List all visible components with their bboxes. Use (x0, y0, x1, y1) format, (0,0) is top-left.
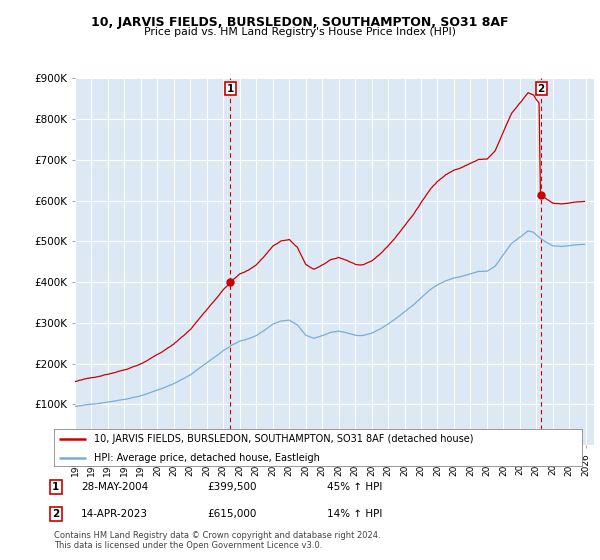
Text: 10, JARVIS FIELDS, BURSLEDON, SOUTHAMPTON, SO31 8AF: 10, JARVIS FIELDS, BURSLEDON, SOUTHAMPTO… (91, 16, 509, 29)
Text: 28-MAY-2004: 28-MAY-2004 (81, 482, 148, 492)
Text: 1: 1 (226, 83, 234, 94)
Text: 14-APR-2023: 14-APR-2023 (81, 509, 148, 519)
Text: 2: 2 (538, 83, 545, 94)
Text: 10, JARVIS FIELDS, BURSLEDON, SOUTHAMPTON, SO31 8AF (detached house): 10, JARVIS FIELDS, BURSLEDON, SOUTHAMPTO… (94, 434, 473, 444)
Text: £399,500: £399,500 (207, 482, 257, 492)
Text: Contains HM Land Registry data © Crown copyright and database right 2024.
This d: Contains HM Land Registry data © Crown c… (54, 530, 380, 550)
Text: 14% ↑ HPI: 14% ↑ HPI (327, 509, 382, 519)
Text: 2: 2 (52, 509, 59, 519)
Text: Price paid vs. HM Land Registry's House Price Index (HPI): Price paid vs. HM Land Registry's House … (144, 27, 456, 37)
Text: £615,000: £615,000 (207, 509, 256, 519)
Text: 1: 1 (52, 482, 59, 492)
Text: 45% ↑ HPI: 45% ↑ HPI (327, 482, 382, 492)
Text: HPI: Average price, detached house, Eastleigh: HPI: Average price, detached house, East… (94, 453, 319, 463)
